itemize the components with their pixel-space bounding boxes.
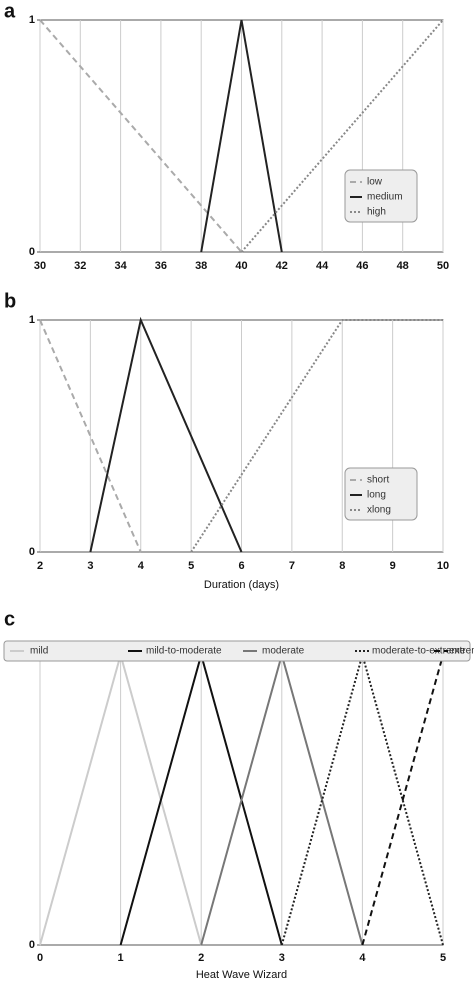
series-line [39, 319, 142, 553]
legend-box [344, 467, 418, 521]
series-line [240, 19, 444, 253]
x-tick-label: 7 [289, 560, 295, 572]
legend-box [344, 169, 418, 223]
series-line [190, 319, 443, 553]
x-axis-label: Duration (days) [204, 579, 279, 591]
x-tick-label: 8 [339, 560, 345, 572]
x-tick-label: 4 [359, 952, 366, 964]
x-tick-label: 10 [437, 560, 449, 572]
x-tick-label: 34 [114, 260, 127, 272]
x-tick-label: 48 [397, 260, 409, 272]
y-tick-label: 0 [29, 546, 35, 558]
series-line [361, 654, 444, 946]
panel-label: a [4, 0, 16, 22]
x-tick-label: 2 [37, 560, 43, 572]
x-axis-label: Heat Wave Wizard [196, 969, 287, 981]
legend-label: low [367, 177, 383, 188]
x-tick-label: 3 [87, 560, 93, 572]
legend-label: mild [30, 646, 48, 657]
x-tick-label: 9 [390, 560, 396, 572]
legend-label: xlong [367, 505, 391, 516]
x-tick-label: 44 [316, 260, 329, 272]
x-tick-label: 38 [195, 260, 207, 272]
legend-box [3, 640, 471, 662]
x-tick-label: 42 [276, 260, 288, 272]
legend-label: high [367, 207, 386, 218]
x-tick-label: 32 [74, 260, 86, 272]
legend-label: mild-to-moderate [146, 646, 222, 657]
y-tick-label: 1 [29, 14, 35, 26]
legend-label: moderate [262, 646, 305, 657]
x-tick-label: 50 [437, 260, 449, 272]
x-tick-label: 46 [356, 260, 368, 272]
panel-label: b [4, 290, 16, 312]
y-tick-label: 0 [29, 939, 35, 951]
x-tick-label: 36 [155, 260, 167, 272]
y-tick-label: 0 [29, 246, 35, 258]
legend-label: medium [367, 192, 403, 203]
y-tick-label: 1 [29, 314, 35, 326]
x-tick-label: 4 [138, 560, 145, 572]
x-tick-label: 0 [37, 952, 43, 964]
x-tick-label: 5 [188, 560, 194, 572]
panel-label: c [4, 608, 15, 630]
legend-label: extreme [449, 646, 474, 657]
legend-label: long [367, 490, 386, 501]
x-tick-label: 5 [440, 952, 446, 964]
series-line [200, 19, 283, 253]
x-tick-label: 2 [198, 952, 204, 964]
x-tick-label: 1 [118, 952, 124, 964]
series-line [39, 19, 243, 253]
x-tick-label: 40 [235, 260, 247, 272]
series-line [89, 316, 243, 553]
x-tick-label: 3 [279, 952, 285, 964]
legend-label: short [367, 475, 389, 486]
x-tick-label: 6 [238, 560, 244, 572]
x-tick-label: 30 [34, 260, 46, 272]
legend-label: moderate-to-extreme [372, 646, 466, 657]
